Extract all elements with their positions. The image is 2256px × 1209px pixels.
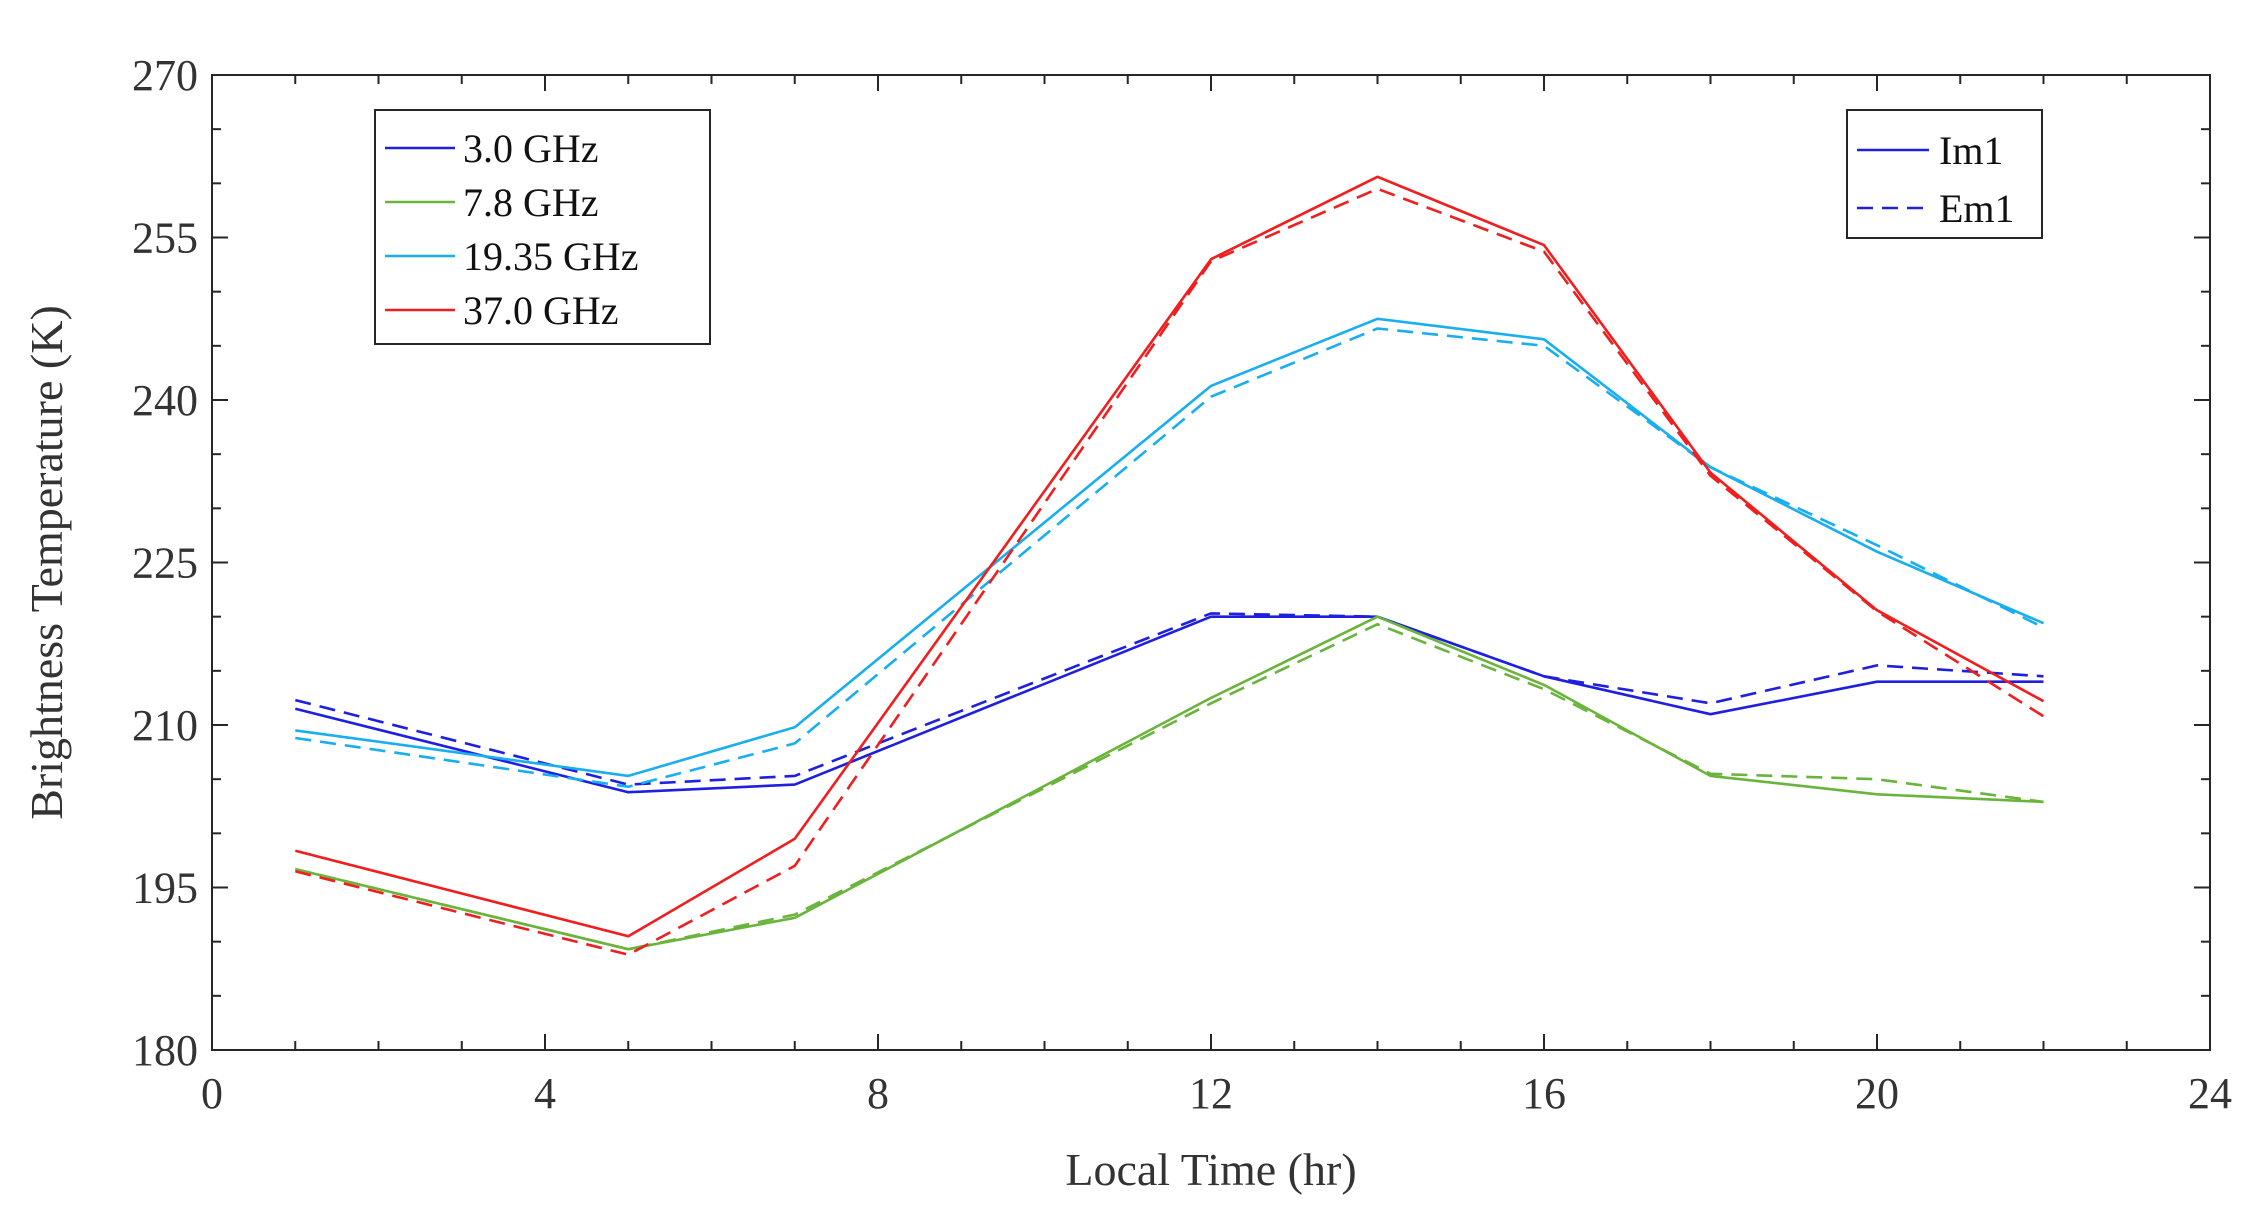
series-line-3-0-ghz-em1 [294,612,2044,786]
legend-label: Em1 [1939,186,2015,231]
y-tick-label: 210 [132,701,198,750]
series-line-37-0-ghz-im1 [294,175,2045,938]
x-tick-label: 20 [1855,1069,1899,1118]
series-line-19-35-ghz-em1 [295,327,2045,789]
x-tick-label: 16 [1522,1069,1566,1118]
frequency-legend: 3.0 GHz 7.8 GHz 19.35 GHz 37.0 GHz [374,109,711,345]
series-layer [294,175,2045,957]
series-line-37-0-ghz-em1 [294,187,2045,957]
tick-layer [211,74,2211,1051]
x-axis-title: Local Time (hr) [1065,1144,1356,1195]
legend-label: 37.0 GHz [463,288,619,333]
x-tick-label: 12 [1189,1069,1233,1118]
x-tick-label: 24 [2188,1069,2232,1118]
y-axis-title: Brightness Temperature (K) [21,305,72,820]
legend-label: 3.0 GHz [463,126,599,171]
x-tick-label: 0 [201,1069,223,1118]
legend-label: 7.8 GHz [463,180,599,225]
series-line-19-35-ghz-im1 [295,317,2045,778]
series-line-7-8-ghz-im1 [294,615,2044,951]
x-tick-label: 4 [534,1069,556,1118]
series-line-7-8-ghz-em1 [294,622,2044,951]
y-tick-label: 225 [132,539,198,588]
model-legend-box [1846,109,2043,239]
legend-label: Im1 [1939,128,2003,173]
x-tick-label: 8 [867,1069,889,1118]
y-tick-label: 180 [132,1026,198,1075]
y-tick-label: 240 [132,376,198,425]
tick-labels: 0 4 8 12 16 20 24 180 195 210 225 240 255 270 [132,51,2232,1118]
y-tick-label: 195 [132,864,198,913]
y-tick-label: 255 [132,214,198,263]
y-tick-label: 270 [132,51,198,100]
legend-label: 19.35 GHz [463,234,639,279]
